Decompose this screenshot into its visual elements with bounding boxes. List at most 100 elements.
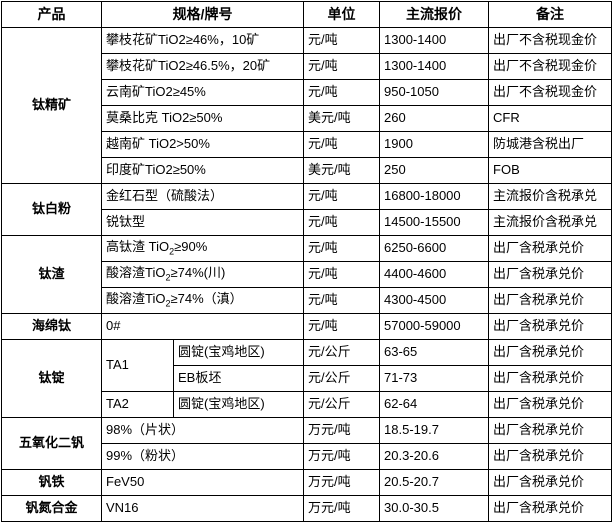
unit-cell: 美元/吨 — [303, 157, 381, 184]
note-cell: 防城港含税出厂 — [488, 131, 612, 158]
table-header: 产品 规格/牌号 单位 主流报价 备注 — [1, 1, 612, 28]
unit-cell: 元/吨 — [303, 131, 381, 158]
product-category-cell: 钛渣 — [1, 235, 102, 314]
note-cell: 出厂含税承兑价 — [488, 443, 612, 470]
table-row: 酸溶渣TiO2≥74%(川) 元/吨 4400-4600 出厂含税承兑价 — [2, 261, 612, 288]
header-price: 主流报价 — [379, 1, 490, 28]
table-row: 海绵钛 0# 元/吨 57000-59000 出厂含税承兑价 — [1, 313, 612, 340]
spec-cell: 攀枝花矿TiO2≥46.5%，20矿 — [100, 53, 305, 80]
product-category-cell: 钒氮合金 — [1, 495, 102, 522]
note-cell: 出厂不含税现金价 — [488, 79, 612, 106]
unit-cell: 元/吨 — [303, 209, 381, 236]
spec-cell: 0# — [100, 313, 305, 340]
spec-cell: FeV50 — [100, 469, 305, 496]
note-cell: 出厂含税承兑价 — [488, 469, 612, 496]
note-cell: FOB — [488, 157, 612, 184]
table-row: 五氧化二钒 98%（片状） 万元/吨 18.5-19.7 出厂含税承兑价 — [1, 417, 612, 470]
unit-cell: 万元/吨 — [303, 443, 381, 470]
header-product: 产品 — [1, 1, 102, 28]
price-cell: 30.0-30.5 — [379, 495, 490, 522]
unit-cell: 万元/吨 — [303, 469, 381, 496]
note-cell: 出厂含税承兑价 — [488, 235, 612, 262]
spec-cell: 金红石型（硫酸法） — [100, 183, 305, 210]
table-row: 钒铁 FeV50 万元/吨 20.5-20.7 出厂含税承兑价 — [1, 469, 612, 496]
note-cell: 主流报价含税承兑 — [488, 183, 612, 210]
price-cell: 1300-1400 — [379, 53, 490, 80]
note-cell: 出厂不含税现金价 — [488, 53, 612, 80]
price-cell: 250 — [379, 157, 490, 184]
price-cell: 20.5-20.7 — [379, 469, 490, 496]
unit-cell: 美元/吨 — [303, 105, 381, 132]
spec-cell: VN16 — [100, 495, 305, 522]
spec-cell: EB板坯 — [172, 365, 305, 392]
spec-cell: 酸溶渣TiO2≥74%（滇） — [100, 287, 305, 314]
table-row: 印度矿TiO2≥50% 美元/吨 250 FOB — [2, 157, 612, 184]
chemical-subscript: 2 — [169, 246, 175, 257]
spec-cell: 圆锭(宝鸡地区) — [172, 339, 305, 366]
note-cell: 出厂含税承兑价 — [488, 365, 612, 392]
note-cell: 出厂含税承兑价 — [488, 313, 612, 340]
header-note: 备注 — [488, 1, 612, 28]
price-cell: 4300-4500 — [379, 287, 490, 314]
spec-cell: 圆锭(宝鸡地区) — [172, 391, 305, 418]
price-cell: 14500-15500 — [379, 209, 490, 236]
price-cell: 260 — [379, 105, 490, 132]
product-category-cell: 五氧化二钒 — [1, 417, 102, 470]
price-cell: 16800-18000 — [379, 183, 490, 210]
spec-cell: 云南矿TiO2≥45% — [100, 79, 305, 106]
price-cell: 62-64 — [379, 391, 490, 418]
note-cell: 出厂不含税现金价 — [488, 27, 612, 54]
table-row: 越南矿 TiO2>50% 元/吨 1900 防城港含税出厂 — [2, 131, 612, 158]
unit-cell: 元/吨 — [303, 183, 381, 210]
table-row: 锐钛型 元/吨 14500-15500 主流报价含税承兑 — [2, 209, 612, 236]
unit-cell: 元/吨 — [303, 27, 381, 54]
unit-cell: 元/吨 — [303, 79, 381, 106]
note-cell: 出厂含税承兑价 — [488, 287, 612, 314]
price-cell: 4400-4600 — [379, 261, 490, 288]
spec-cell: 莫桑比克 TiO2≥50% — [100, 105, 305, 132]
note-cell: 出厂含税承兑价 — [488, 391, 612, 418]
table-row: 钒氮合金 VN16 万元/吨 30.0-30.5 出厂含税承兑价 — [1, 495, 612, 522]
grade-cell: TA1 — [101, 339, 174, 392]
price-cell: 71-73 — [379, 365, 490, 392]
table-body: 钛精矿 攀枝花矿TiO2≥46%，10矿 元/吨 1300-1400 出厂不含税现金价攀… — [1, 27, 612, 522]
header-spec: 规格/牌号 — [100, 1, 305, 28]
header-row: 产品 规格/牌号 单位 主流报价 备注 — [1, 1, 612, 28]
table-row: 莫桑比克 TiO2≥50% 美元/吨 260 CFR — [2, 105, 612, 132]
header-unit: 单位 — [303, 1, 381, 28]
unit-cell: 元/吨 — [303, 313, 381, 340]
product-category-cell: 钛白粉 — [1, 183, 102, 236]
spec-cell: 越南矿 TiO2>50% — [100, 131, 305, 158]
note-cell: 出厂含税承兑价 — [488, 495, 612, 522]
unit-cell: 元/公斤 — [303, 391, 381, 418]
product-category-cell: 钛锭 — [1, 339, 102, 418]
spec-cell: 锐钛型 — [100, 209, 305, 236]
unit-cell: 元/吨 — [303, 235, 381, 262]
unit-cell: 元/公斤 — [303, 365, 381, 392]
table-row: TA2 圆锭(宝鸡地区) 元/公斤 62-64 出厂含税承兑价 — [2, 391, 612, 418]
note-cell: 出厂含税承兑价 — [488, 339, 612, 366]
unit-cell: 元/吨 — [303, 53, 381, 80]
spec-cell: 攀枝花矿TiO2≥46%，10矿 — [100, 27, 305, 54]
spec-cell: 99%（粉状） — [100, 443, 305, 470]
price-cell: 1300-1400 — [379, 27, 490, 54]
product-category-cell: 钛精矿 — [1, 27, 102, 184]
unit-cell: 元/吨 — [303, 261, 381, 288]
price-cell: 18.5-19.7 — [379, 417, 490, 444]
table-row: 钛渣 高钛渣 TiO2≥90% 元/吨 6250-6600 出厂含税承兑价 — [1, 235, 612, 314]
product-category-cell: 钒铁 — [1, 469, 102, 496]
spec-cell: 印度矿TiO2≥50% — [100, 157, 305, 184]
spec-cell: 酸溶渣TiO2≥74%(川) — [100, 261, 305, 288]
chemical-subscript: 2 — [165, 272, 171, 283]
price-cell: 1900 — [379, 131, 490, 158]
price-cell: 57000-59000 — [379, 313, 490, 340]
table-row: 云南矿TiO2≥45% 元/吨 950-1050 出厂不含税现金价 — [2, 79, 612, 106]
price-cell: 950-1050 — [379, 79, 490, 106]
spec-cell: 高钛渣 TiO2≥90% — [100, 235, 305, 262]
price-cell: 6250-6600 — [379, 235, 490, 262]
note-cell: CFR — [488, 105, 612, 132]
unit-cell: 万元/吨 — [303, 495, 381, 522]
table-row: 99%（粉状） 万元/吨 20.3-20.6 出厂含税承兑价 — [2, 443, 612, 470]
note-cell: 主流报价含税承兑 — [488, 209, 612, 236]
